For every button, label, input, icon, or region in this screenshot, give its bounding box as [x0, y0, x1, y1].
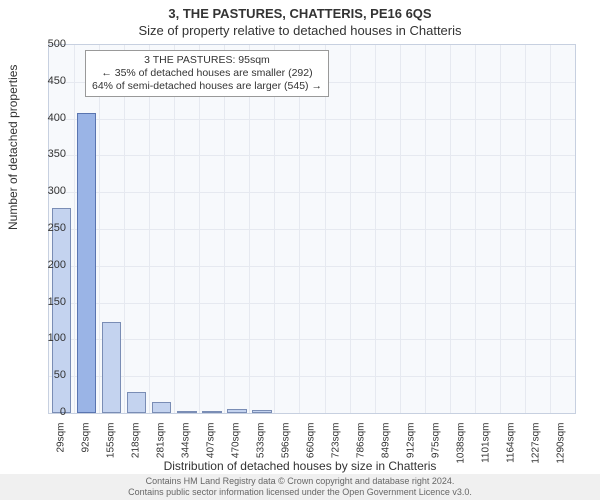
gridline [49, 339, 575, 340]
v-gridline [550, 45, 551, 413]
bar [152, 402, 172, 413]
y-axis-label: Number of detached properties [6, 65, 20, 230]
gridline [49, 229, 575, 230]
v-gridline [500, 45, 501, 413]
annotation-line-3: 64% of semi-detached houses are larger (… [92, 80, 322, 93]
y-tick-label: 50 [26, 369, 66, 381]
annotation-line-2: ← 35% of detached houses are smaller (29… [92, 67, 322, 80]
bar [177, 411, 197, 413]
bar [202, 411, 222, 413]
v-gridline [525, 45, 526, 413]
footer-copyright-2: Contains public sector information licen… [0, 487, 600, 497]
gridline [49, 155, 575, 156]
y-tick-label: 500 [26, 38, 66, 50]
y-tick-label: 150 [26, 296, 66, 308]
v-gridline [274, 45, 275, 413]
x-axis-label: Distribution of detached houses by size … [0, 459, 600, 473]
gridline [49, 303, 575, 304]
annotation-line-1: 3 THE PASTURES: 95sqm [92, 54, 322, 67]
y-tick-label: 250 [26, 222, 66, 234]
v-gridline [299, 45, 300, 413]
v-gridline [149, 45, 150, 413]
gridline [49, 192, 575, 193]
page-subtitle: Size of property relative to detached ho… [0, 21, 600, 42]
footer: Contains HM Land Registry data © Crown c… [0, 474, 600, 500]
bar [227, 409, 247, 413]
bar [127, 392, 147, 413]
footer-copyright-1: Contains HM Land Registry data © Crown c… [0, 476, 600, 486]
bar [252, 410, 272, 413]
v-gridline [224, 45, 225, 413]
gridline [49, 266, 575, 267]
bar-chart [48, 44, 576, 414]
chart-annotation-box: 3 THE PASTURES: 95sqm ← 35% of detached … [85, 50, 329, 97]
page-title-address: 3, THE PASTURES, CHATTERIS, PE16 6QS [0, 0, 600, 21]
y-tick-label: 450 [26, 75, 66, 87]
bar [102, 322, 122, 413]
v-gridline [400, 45, 401, 413]
v-gridline [350, 45, 351, 413]
v-gridline [325, 45, 326, 413]
gridline [49, 376, 575, 377]
v-gridline [199, 45, 200, 413]
v-gridline [425, 45, 426, 413]
v-gridline [124, 45, 125, 413]
y-tick-label: 100 [26, 332, 66, 344]
v-gridline [450, 45, 451, 413]
y-tick-label: 300 [26, 185, 66, 197]
v-gridline [475, 45, 476, 413]
y-tick-label: 200 [26, 259, 66, 271]
v-gridline [174, 45, 175, 413]
bar [52, 208, 72, 413]
bar-highlighted [77, 113, 97, 413]
v-gridline [249, 45, 250, 413]
v-gridline [375, 45, 376, 413]
v-gridline [74, 45, 75, 413]
y-tick-label: 400 [26, 112, 66, 124]
y-tick-label: 0 [26, 406, 66, 418]
gridline [49, 119, 575, 120]
v-gridline [99, 45, 100, 413]
y-tick-label: 350 [26, 148, 66, 160]
